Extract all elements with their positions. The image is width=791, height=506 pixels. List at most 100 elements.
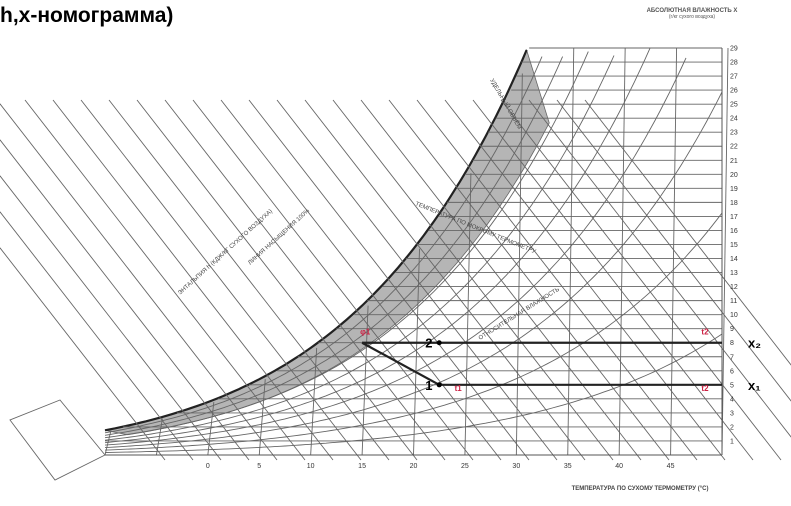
enthalpy-line <box>444 99 726 461</box>
state-point <box>436 382 442 388</box>
t-gridline <box>721 47 729 456</box>
enthalpy-line <box>136 99 418 461</box>
enthalpy-line <box>500 99 782 461</box>
enthalpy-line <box>332 99 614 461</box>
abs-humidity-header: АБСОЛЮТНАЯ ВЛАЖНОСТЬ X (г/кг сухого возд… <box>602 8 782 20</box>
y-tick-label: 11 <box>730 298 737 305</box>
enthalpy-line <box>0 139 250 461</box>
y-tick-label: 26 <box>730 88 738 95</box>
enthalpy-line <box>584 99 791 366</box>
enthalpy-line <box>0 103 278 461</box>
enthalpy-line <box>388 99 670 461</box>
enthalpy-line <box>416 99 698 461</box>
rh-curve <box>104 212 723 451</box>
enthalpy-line <box>304 99 586 461</box>
x-axis-label: ТЕМПЕРАТУРА ПО СУХОМУ ТЕРМОМЕТРУ (°C) <box>572 486 709 492</box>
y-tick-label: 21 <box>730 158 738 165</box>
y-tick-label: 24 <box>730 116 738 123</box>
x-tick-label: 5 <box>257 463 261 470</box>
x-tick-label: 40 <box>615 463 623 470</box>
enthalpy-line <box>276 99 558 461</box>
y-tick-label: 14 <box>730 256 738 263</box>
process-line-label: x₂ <box>748 336 761 351</box>
enthalpy-line <box>0 247 166 461</box>
rh-curve <box>104 51 589 439</box>
x-tick-label: 35 <box>564 463 572 470</box>
chart-marks <box>361 340 722 388</box>
t-gridline <box>515 73 523 456</box>
x-tick-label: 20 <box>410 463 418 470</box>
red-marker: t2 <box>701 384 709 393</box>
x-tick-label: 25 <box>461 463 469 470</box>
process-line <box>361 341 440 386</box>
t-gridline <box>207 402 215 456</box>
y-tick-label: 5 <box>730 382 734 389</box>
state-point <box>436 340 442 346</box>
y-tick-label: 29 <box>730 46 738 53</box>
enthalpy-line <box>220 99 502 461</box>
y-tick-label: 13 <box>730 270 738 277</box>
y-tick-label: 1 <box>730 438 734 445</box>
chart-grid <box>0 47 791 481</box>
t-gridline <box>464 173 472 456</box>
y-tick-label: 4 <box>730 396 734 403</box>
x-tick-label: 0 <box>206 463 210 470</box>
enthalpy-line <box>0 175 222 461</box>
state-point-label: 1 <box>425 378 432 393</box>
x-tick-label: 30 <box>512 463 520 470</box>
enthalpy-line <box>192 99 474 461</box>
enthalpy-line <box>528 99 791 438</box>
red-marker: t1 <box>455 384 463 393</box>
red-marker: t2 <box>701 328 709 337</box>
red-marker: φ1 <box>360 328 371 337</box>
enthalpy-line <box>556 99 791 402</box>
page-title: h,x-номограмма) <box>0 4 174 27</box>
t-gridline <box>258 379 266 456</box>
x-tick-label: 45 <box>667 463 675 470</box>
enthalpy-line <box>0 211 194 461</box>
y-tick-label: 28 <box>730 60 738 67</box>
y-tick-label: 8 <box>730 340 734 347</box>
y-tick-label: 9 <box>730 326 734 333</box>
y-tick-label: 17 <box>730 214 738 221</box>
y-tick-label: 19 <box>730 186 738 193</box>
y-tick-label: 10 <box>730 312 738 319</box>
rh-curve <box>104 56 543 434</box>
enthalpy-line <box>108 99 390 461</box>
y-tick-label: 22 <box>730 144 738 151</box>
saturation-label: ЛИНИЯ НАСЫЩЕНИЯ 100% <box>247 208 311 267</box>
y-tick-label: 27 <box>730 74 738 81</box>
enthalpy-line <box>80 99 362 461</box>
y-tick-label: 6 <box>730 368 734 375</box>
y-tick-label: 7 <box>730 354 734 361</box>
saturation-band <box>104 48 550 436</box>
enthalpy-line <box>360 99 642 461</box>
y-tick-label: 16 <box>730 228 738 235</box>
rh-curve <box>104 48 651 444</box>
enthalpy-scale-wedge <box>9 399 106 481</box>
rh-curve <box>104 56 564 436</box>
process-line-label: x₁ <box>748 378 761 393</box>
enthalpy-line <box>52 99 334 461</box>
t-gridline <box>618 47 626 456</box>
abs-humidity-unit: (г/кг сухого воздуха) <box>668 14 716 20</box>
y-tick-label: 15 <box>730 242 738 249</box>
enthalpy-line <box>248 99 530 461</box>
rh-curve <box>104 333 723 453</box>
t-gridline <box>670 47 678 456</box>
t-gridline <box>104 430 112 456</box>
x-tick-label: 10 <box>307 463 315 470</box>
enthalpy-line <box>164 99 446 461</box>
t-gridline <box>155 418 163 456</box>
rh-curve <box>104 91 723 449</box>
t-gridline <box>361 305 369 456</box>
y-tick-label: 3 <box>730 410 734 417</box>
x-tick-label: 15 <box>358 463 366 470</box>
y-tick-label: 12 <box>730 284 738 291</box>
t-gridline <box>567 47 575 456</box>
y-tick-label: 18 <box>730 200 738 207</box>
abs-humidity-label: АБСОЛЮТНАЯ ВЛАЖНОСТЬ X <box>646 8 738 14</box>
y-tick-label: 23 <box>730 130 738 137</box>
enthalpy-line <box>24 99 306 461</box>
